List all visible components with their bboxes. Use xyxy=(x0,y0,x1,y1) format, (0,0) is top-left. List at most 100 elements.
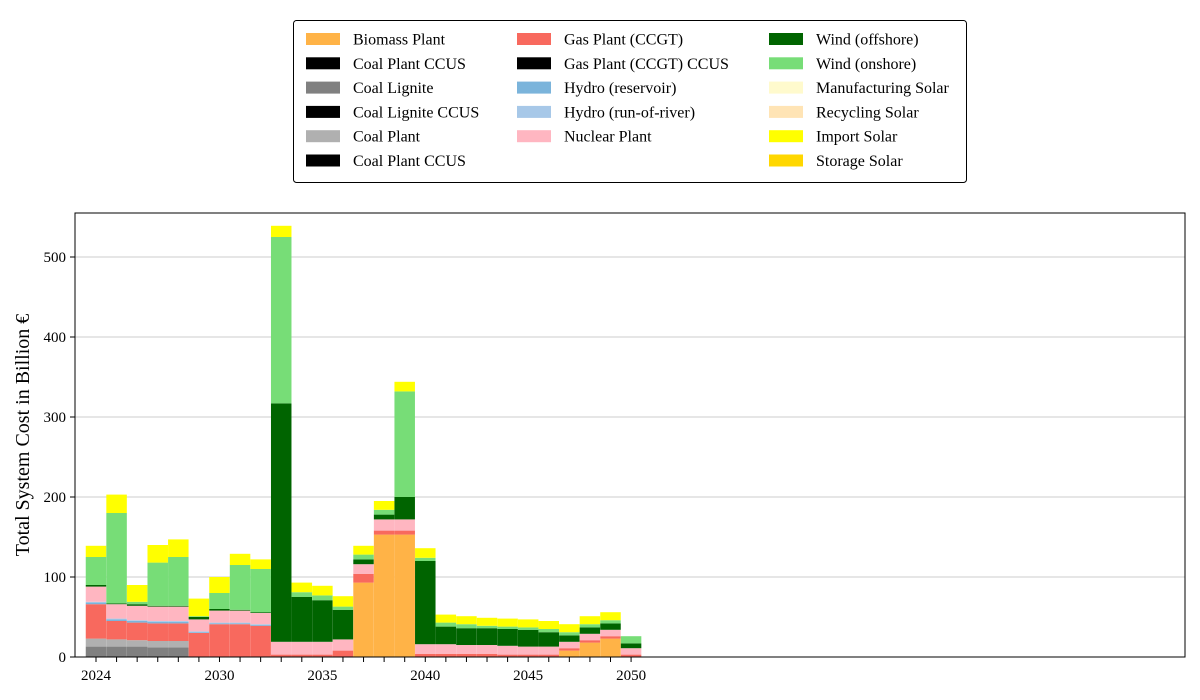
bar-segment xyxy=(168,606,189,621)
legend-label: Coal Plant CCUS xyxy=(353,56,466,73)
bar-segment xyxy=(353,582,374,657)
bar-segment xyxy=(209,623,230,625)
bar-segment xyxy=(497,626,518,629)
legend-swatch xyxy=(517,33,551,45)
legend-swatch xyxy=(306,130,340,143)
bar-segment xyxy=(168,605,189,607)
bar-segment xyxy=(250,569,271,613)
x-axis: 2024 2030 2035 2040 2045 2050 xyxy=(81,657,646,684)
legend-swatch xyxy=(769,154,803,167)
bar-segment xyxy=(147,623,168,641)
legend-label: Biomass Plant xyxy=(353,32,446,49)
bar-segment xyxy=(291,654,313,657)
bar-segment xyxy=(229,553,251,565)
legend-swatch xyxy=(306,105,340,118)
bar-segment xyxy=(106,513,127,604)
bar-segment xyxy=(517,627,539,630)
bar-segment xyxy=(332,596,354,607)
bars xyxy=(85,225,642,657)
bar-segment xyxy=(394,381,415,392)
legend-swatch xyxy=(306,81,340,94)
bar-segment xyxy=(373,501,395,510)
bar-segment xyxy=(579,633,601,641)
bar-segment xyxy=(312,585,333,596)
bar-segment xyxy=(126,640,148,647)
bar-segment xyxy=(600,636,621,639)
y-axis: 0 100 200 300 400 500 xyxy=(44,250,75,666)
bar-segment xyxy=(456,624,477,629)
bar-segment xyxy=(394,530,415,535)
bar-segment xyxy=(620,648,642,655)
bar-segment xyxy=(126,585,148,602)
bar-segment xyxy=(435,622,457,627)
bar-segment xyxy=(600,620,621,624)
bar-segment xyxy=(291,582,313,593)
bar-segment xyxy=(147,647,168,657)
bar-segment xyxy=(188,632,210,633)
bar-segment xyxy=(147,605,168,607)
bar-segment xyxy=(291,641,313,655)
bar-segment xyxy=(312,641,333,655)
bar-segment xyxy=(497,618,518,627)
legend-swatch xyxy=(517,81,551,94)
x-tick-label: 2035 xyxy=(307,668,337,684)
bar-segment xyxy=(85,557,107,585)
x-tick-label: 2024 xyxy=(81,668,112,684)
bar-segment xyxy=(209,609,230,611)
bar-segment xyxy=(147,621,168,624)
bar-segment xyxy=(353,545,374,555)
bar-segment xyxy=(270,403,292,642)
legend-swatch xyxy=(517,130,551,143)
legend-swatch xyxy=(769,130,803,143)
bar-segment xyxy=(106,639,127,647)
legend-swatch xyxy=(306,154,340,167)
legend-label: Hydro (reservoir) xyxy=(564,80,676,97)
bar-segment xyxy=(250,613,271,625)
bar-segment xyxy=(517,619,539,628)
bar-segment xyxy=(579,624,601,628)
bar-segment xyxy=(600,623,621,630)
bar-segment xyxy=(168,621,189,624)
bar-segment xyxy=(250,625,271,626)
bar-segment xyxy=(394,519,415,531)
bar-segment xyxy=(476,625,498,629)
bar-segment xyxy=(600,612,621,621)
bar-segment xyxy=(147,621,168,622)
bar-segment xyxy=(579,616,601,625)
bar-segment xyxy=(209,610,230,623)
bar-segment xyxy=(188,619,210,632)
bar-segment xyxy=(517,646,539,655)
bar-segment xyxy=(517,654,539,657)
bar-segment xyxy=(106,618,127,620)
bar-segment xyxy=(538,632,560,647)
bar-segment xyxy=(106,621,127,640)
bar-segment xyxy=(85,545,107,557)
bar-segment xyxy=(476,653,498,657)
bar-segment xyxy=(291,592,313,597)
bar-segment xyxy=(517,629,539,647)
bar-segment xyxy=(497,645,518,655)
x-tick-label: 2040 xyxy=(410,668,440,684)
legend-label: Manufacturing Solar xyxy=(816,80,950,97)
x-tick-label: 2045 xyxy=(513,668,543,684)
bar-segment xyxy=(620,636,642,644)
bar-segment xyxy=(435,614,457,623)
bar-segment xyxy=(415,561,436,645)
bar-segment xyxy=(85,602,107,605)
y-tick-label: 100 xyxy=(44,570,67,586)
bar-segment xyxy=(147,641,168,648)
legend-label: Gas Plant (CCGT) CCUS xyxy=(564,56,729,73)
bar-segment xyxy=(229,565,251,610)
bar-segment xyxy=(373,530,395,535)
bar-segment xyxy=(456,653,477,657)
legend-swatch xyxy=(517,105,551,118)
bar-segment xyxy=(476,628,498,645)
bar-segment xyxy=(579,640,601,643)
bar-segment xyxy=(147,606,168,621)
bar-segment xyxy=(209,577,230,593)
legend-label: Coal Lignite CCUS xyxy=(353,104,479,121)
bar-segment xyxy=(353,564,374,574)
y-tick-label: 200 xyxy=(44,490,67,506)
bar-segment xyxy=(270,654,292,657)
